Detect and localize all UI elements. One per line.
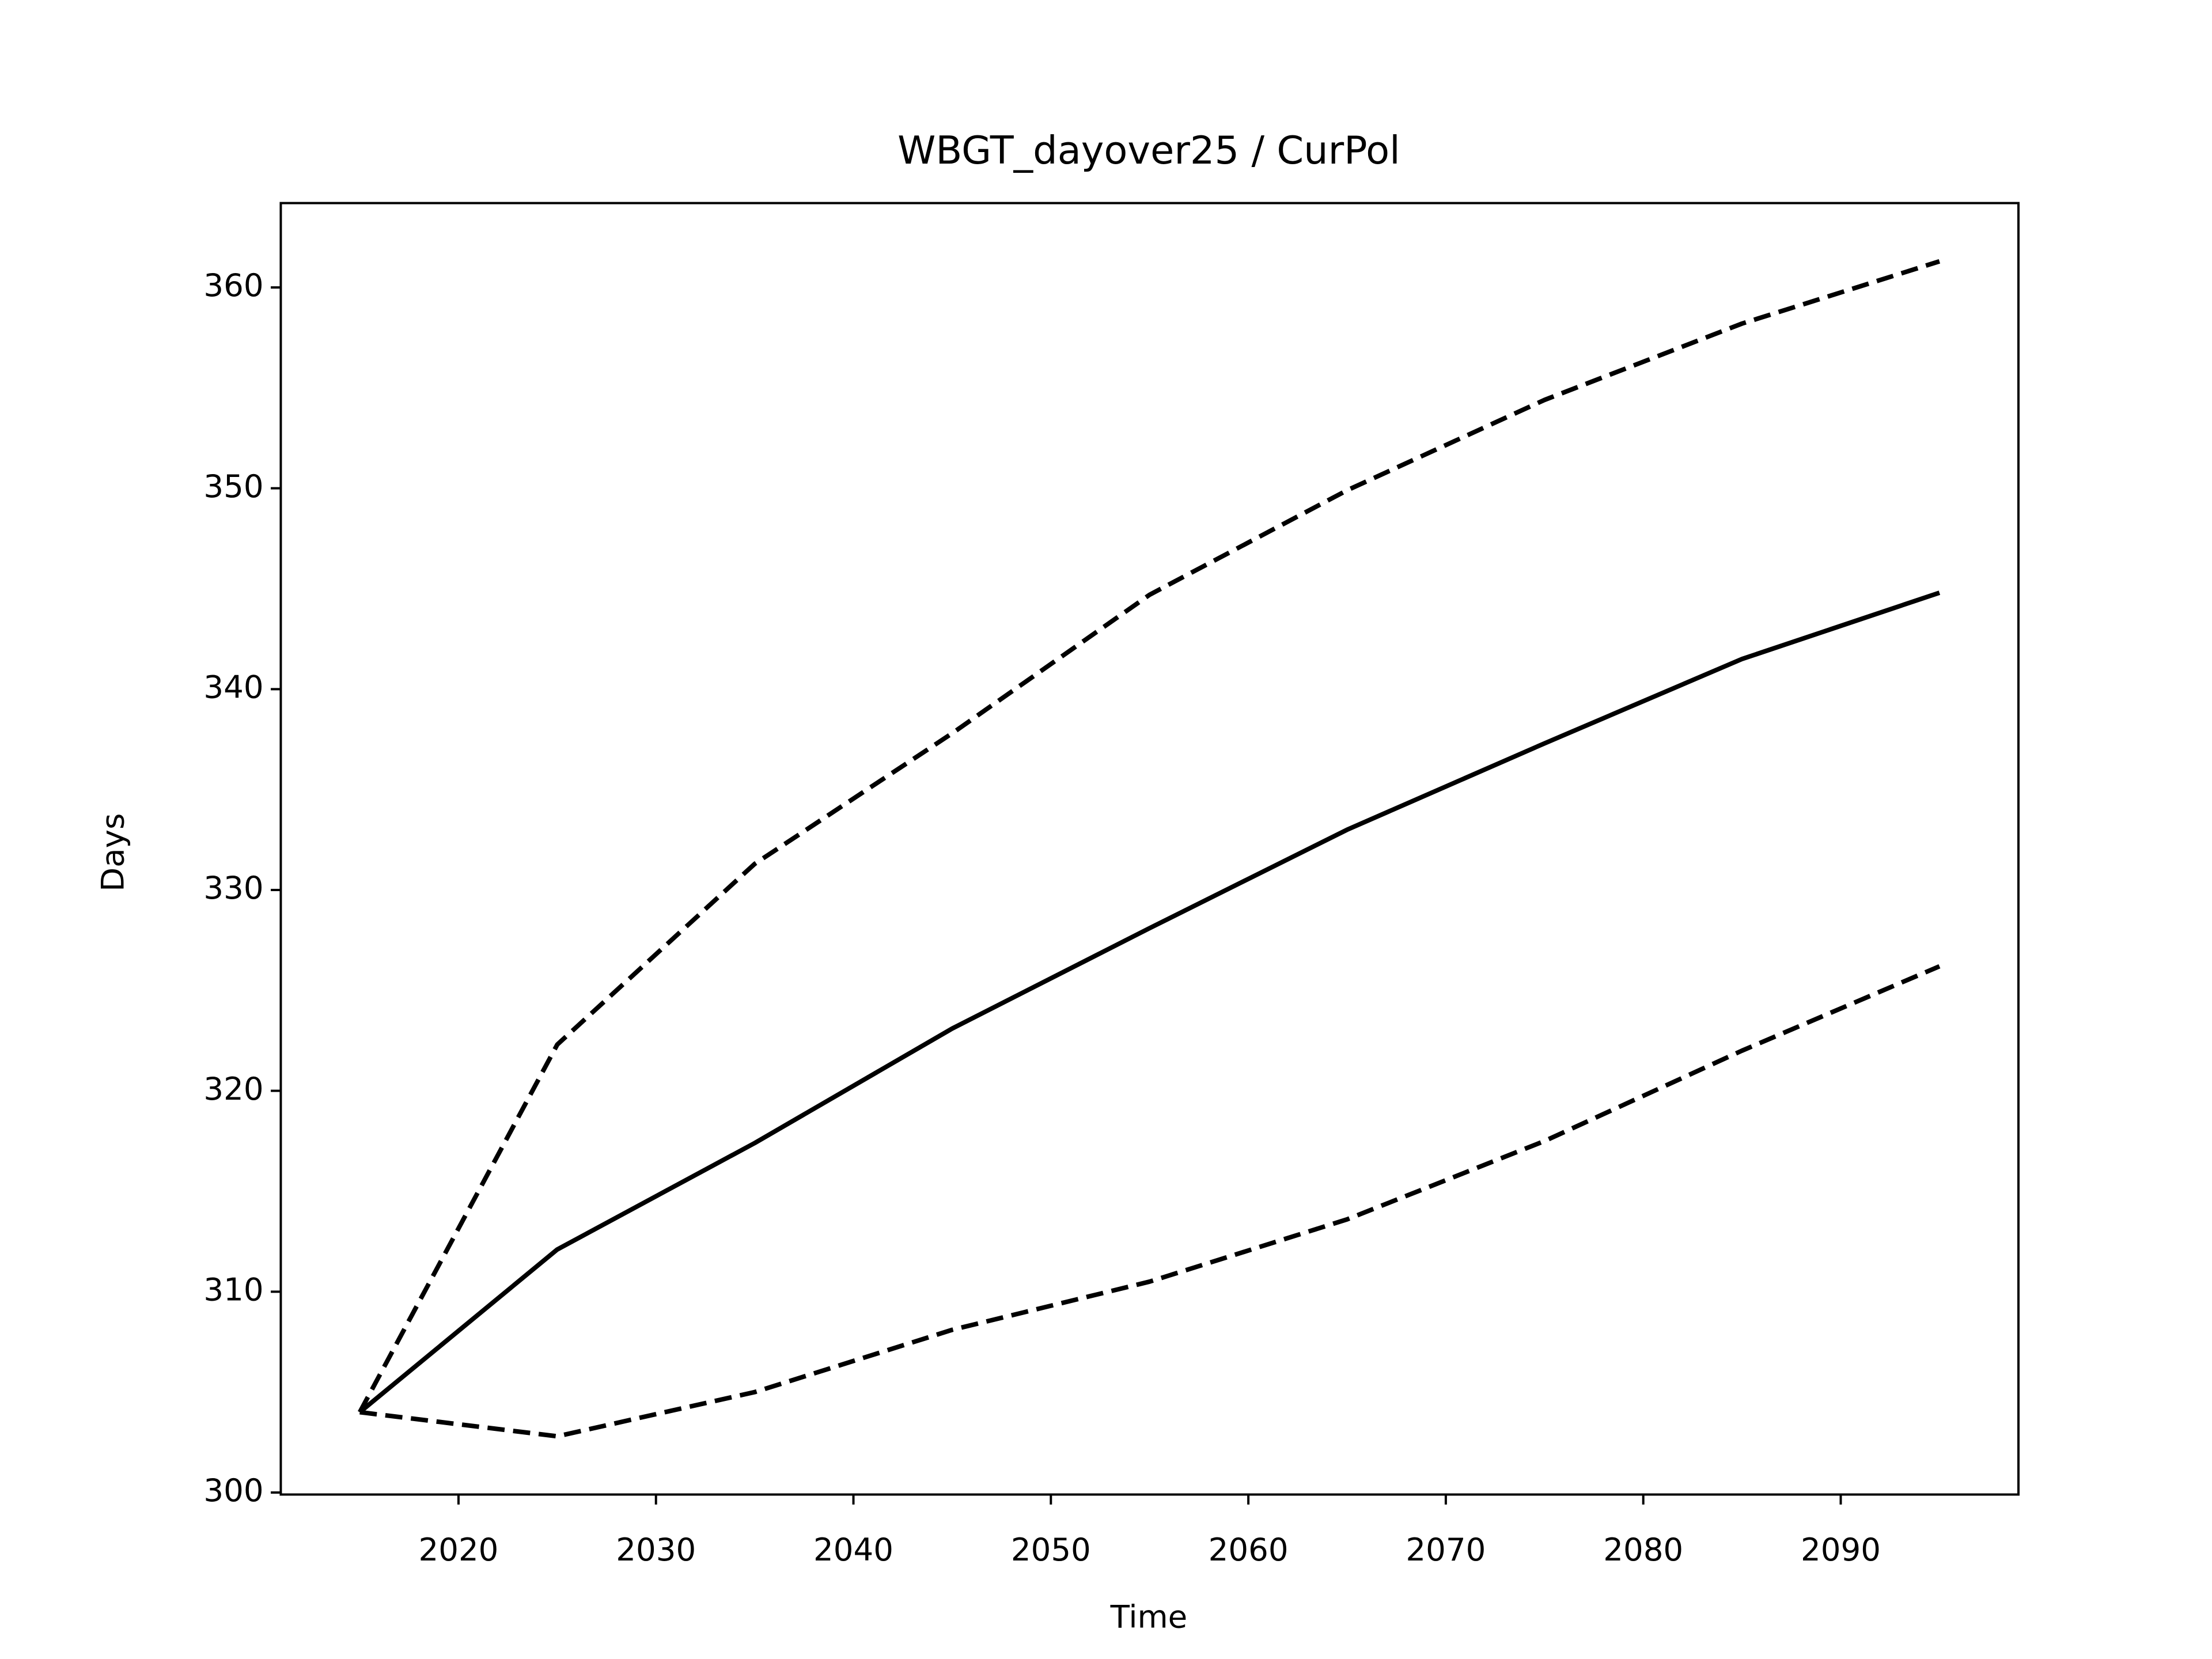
x-axis-label: Time (1110, 1599, 1188, 1635)
line-series (359, 964, 1941, 1439)
y-tick-label: 310 (203, 1271, 263, 1308)
x-tick-label: 2030 (616, 1531, 696, 1568)
y-tick-label: 350 (203, 468, 263, 505)
plot-frame (279, 202, 2020, 1496)
x-tick-label: 2080 (1603, 1531, 1683, 1568)
y-axis-label: Days (94, 813, 131, 892)
line-series (358, 590, 1941, 1414)
y-tick-label: 330 (203, 869, 263, 906)
chart-title: WBGT_dayover25 / CurPol (897, 128, 1400, 173)
x-tick-label: 2050 (1011, 1531, 1091, 1568)
y-tick-label: 320 (203, 1070, 263, 1107)
line-series (358, 259, 1941, 1414)
x-tick-label: 2020 (418, 1531, 498, 1568)
x-tick-label: 2040 (813, 1531, 893, 1568)
y-tick-label: 340 (203, 668, 263, 705)
x-tick-label: 2070 (1406, 1531, 1486, 1568)
y-tick-label: 300 (203, 1472, 263, 1509)
x-tick-label: 2090 (1801, 1531, 1881, 1568)
y-tick-label: 360 (203, 267, 263, 304)
x-tick-label: 2060 (1209, 1531, 1289, 1568)
